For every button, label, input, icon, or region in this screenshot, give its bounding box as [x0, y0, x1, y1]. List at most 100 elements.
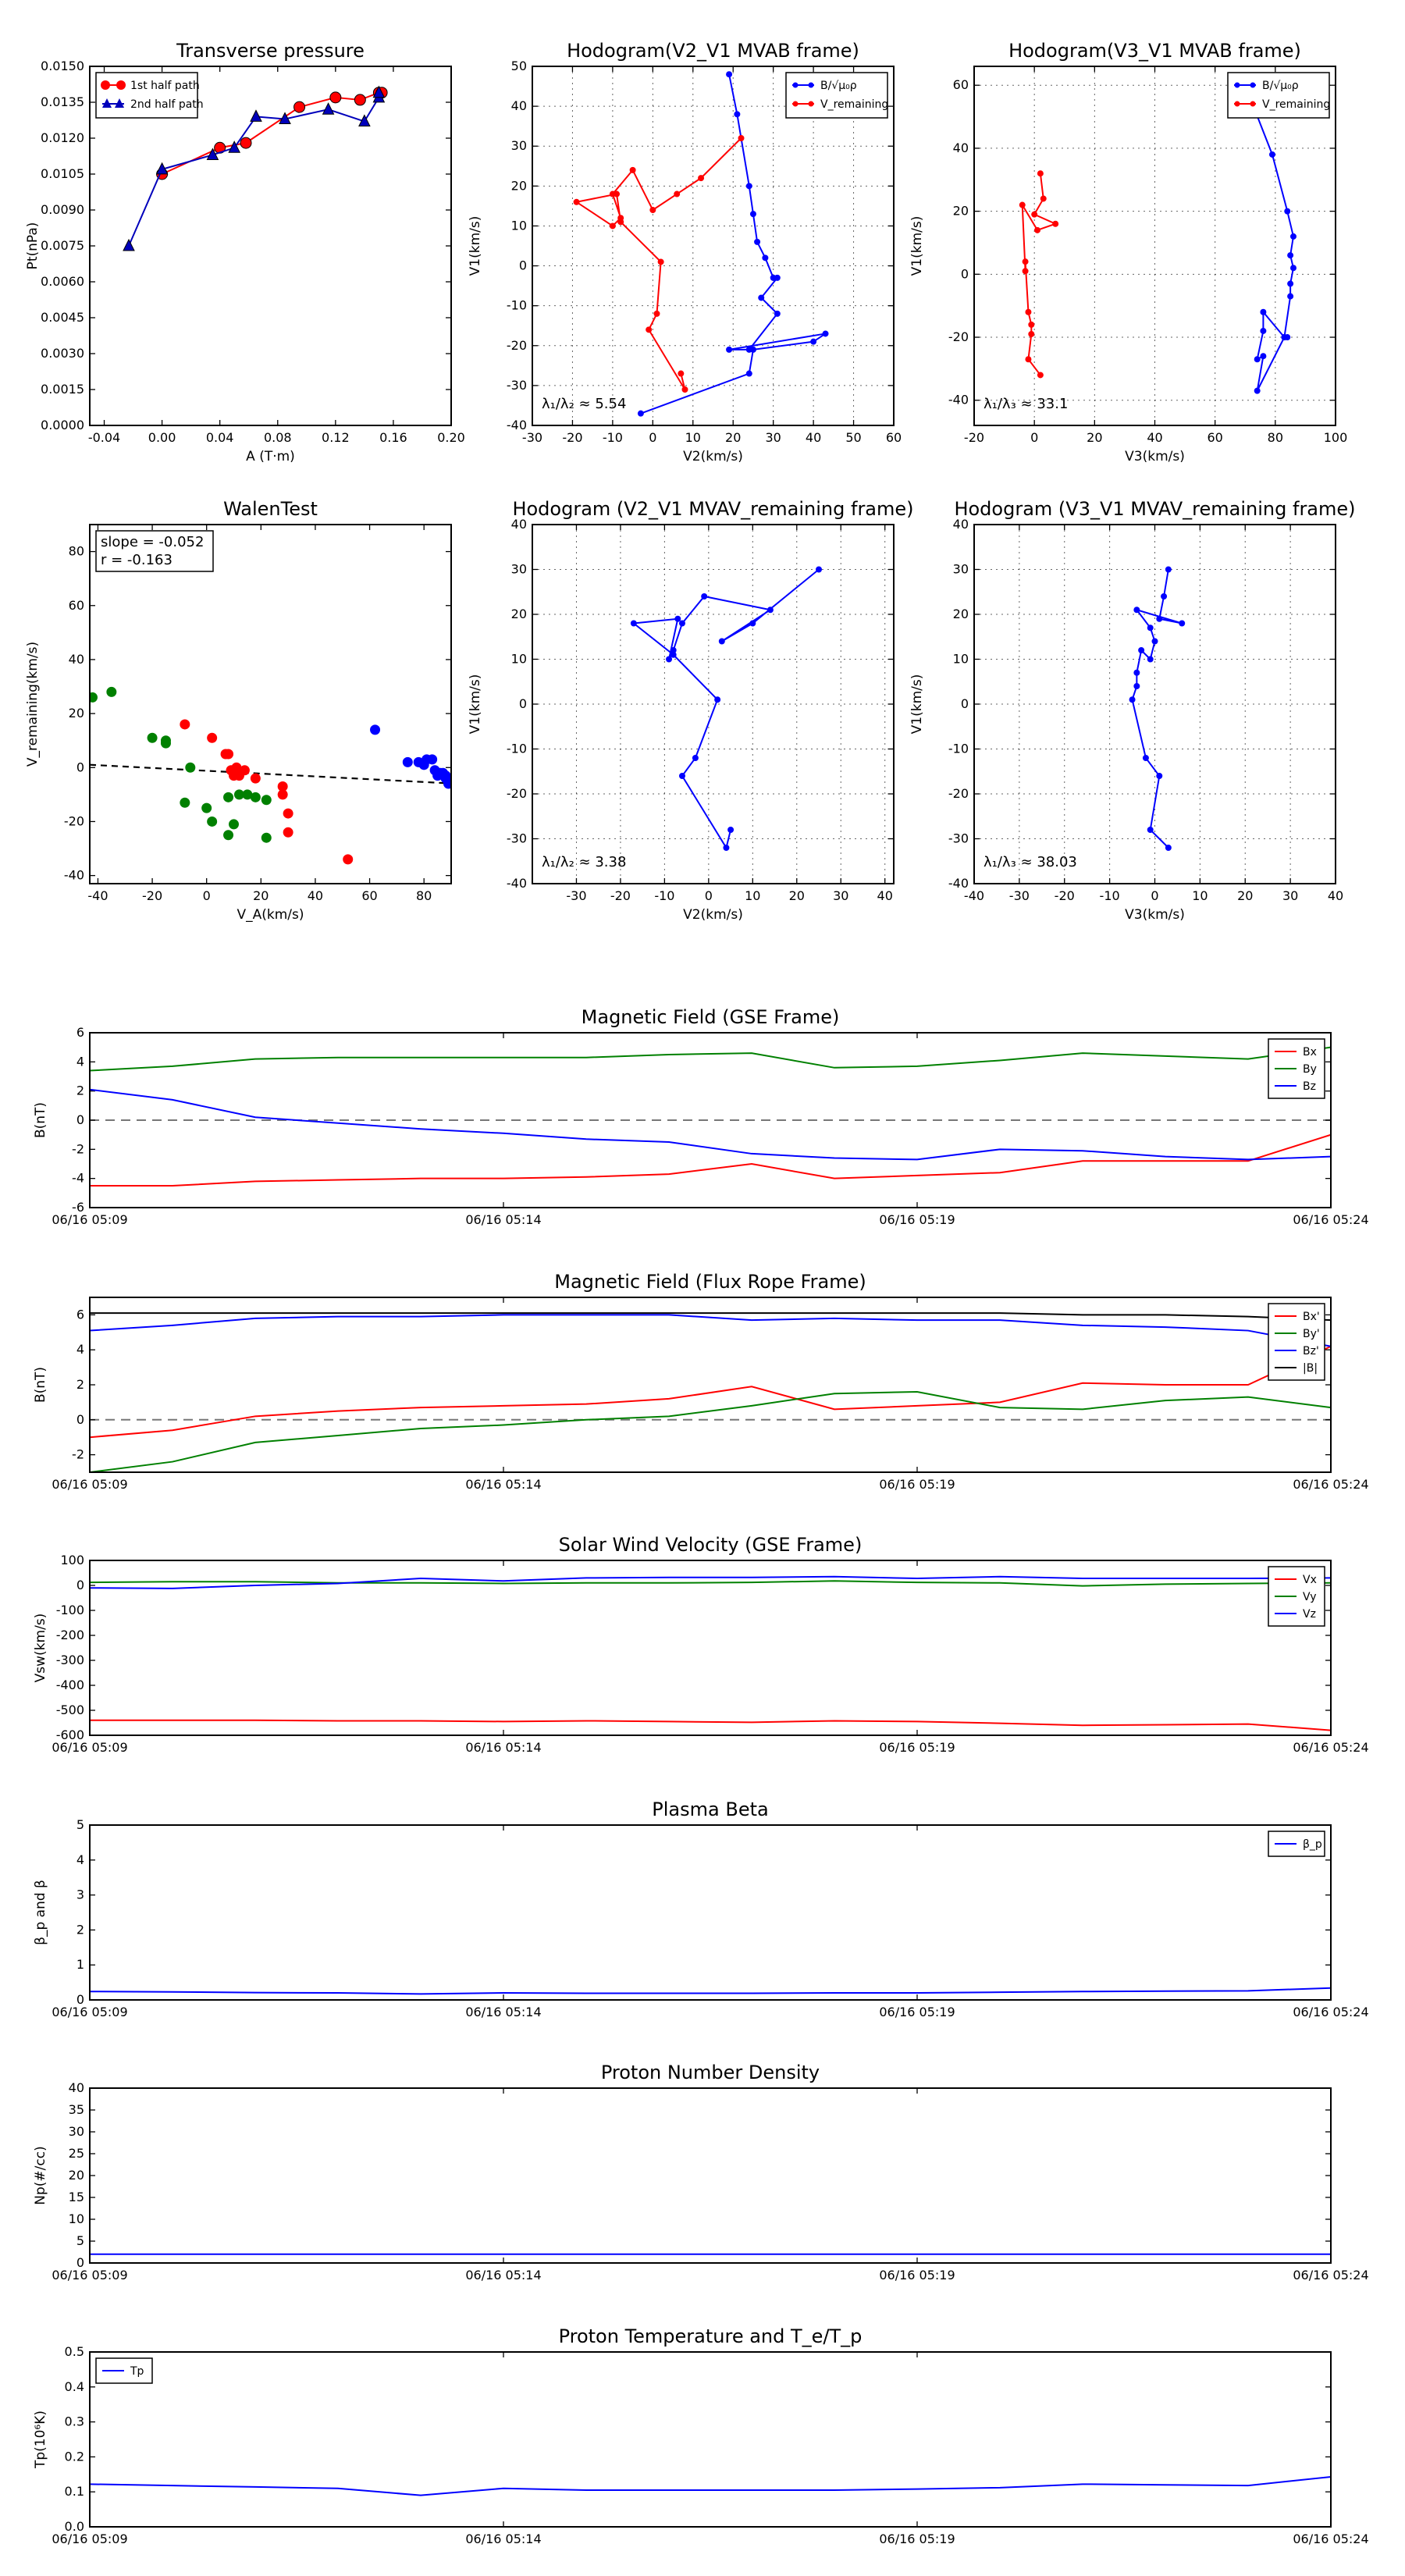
- ratio-annotation: λ₁/λ₃ ≈ 38.03: [984, 854, 1077, 870]
- legend-marker: [1234, 82, 1240, 88]
- y-tick-label: -40: [507, 418, 527, 432]
- legend-label: V_remaining: [820, 98, 888, 111]
- data-point: [343, 854, 354, 865]
- data-point: [1287, 293, 1294, 300]
- x-tick-label: -30: [566, 888, 586, 903]
- data-point: [372, 85, 386, 98]
- x-tick-label: 60: [361, 888, 377, 903]
- data-point: [816, 566, 823, 573]
- x-tick-label: 06/16 05:24: [1293, 2532, 1368, 2546]
- y-tick-label: -2: [72, 1141, 84, 1156]
- legend-marker: [808, 101, 814, 107]
- data-point: [185, 762, 196, 773]
- legend-box: [785, 72, 888, 119]
- data-point: [810, 338, 817, 345]
- x-axis-label: A (T·m): [246, 449, 295, 464]
- data-point: [1161, 593, 1168, 600]
- plot-area: [90, 1312, 1331, 1472]
- y-tick-label: 10: [511, 218, 527, 233]
- x-tick-label: 0.08: [264, 430, 292, 445]
- plot-frame: [89, 1032, 1332, 1208]
- legend-marker: [102, 98, 112, 108]
- y-axis-label: Np(#/cc): [33, 2146, 48, 2204]
- data-point: [1052, 220, 1059, 227]
- data-point: [637, 410, 644, 417]
- data-point: [283, 808, 293, 819]
- y-tick-label: 0.0075: [41, 238, 84, 253]
- data-point: [1019, 201, 1026, 208]
- data-point: [1287, 252, 1294, 259]
- data-point: [358, 114, 371, 127]
- x-tick-label: 0: [705, 888, 713, 903]
- data-point: [1138, 647, 1145, 653]
- x-tick-label: 06/16 05:14: [465, 1212, 541, 1227]
- chart-title: WalenTest: [223, 498, 318, 520]
- data-point: [726, 71, 733, 78]
- data-point: [774, 310, 781, 317]
- x-tick-label: 06/16 05:09: [52, 2268, 127, 2282]
- legend-marker: [808, 82, 814, 88]
- x-tick-label: 06/16 05:09: [52, 1212, 127, 1227]
- y-tick-label: 0.0060: [41, 274, 84, 289]
- y-tick-label: -30: [948, 831, 969, 846]
- plot-frame: [89, 1824, 1332, 2001]
- data-point: [1254, 356, 1261, 363]
- y-tick-label: 30: [511, 138, 527, 153]
- data-point: [1147, 656, 1154, 663]
- data-point: [261, 832, 272, 843]
- y-tick-label: 40: [953, 141, 969, 155]
- data-point: [1028, 321, 1035, 328]
- data-point: [723, 845, 730, 851]
- y-tick-label: 4: [76, 1054, 84, 1069]
- data-point: [228, 141, 241, 153]
- y-tick-label: 0.0: [65, 2519, 84, 2534]
- chart-tp_temp: Proton Temperature and T_e/T_p 06/16 05:0…: [33, 2325, 1369, 2546]
- chart-h3: Hodogram (V2_V1 MVAV_remaining frame) -30…: [468, 498, 914, 923]
- data-point: [653, 310, 660, 317]
- x-tick-label: 06/16 05:14: [465, 1477, 541, 1492]
- data-point: [681, 386, 688, 393]
- x-tick-label: 0.16: [379, 430, 407, 445]
- chart-vsw: Solar Wind Velocity (GSE Frame) 06/16 05:…: [33, 1534, 1369, 1755]
- y-tick-label: 0.1: [65, 2484, 84, 2499]
- y-tick-label: 30: [69, 2124, 84, 2139]
- data-point: [1037, 170, 1044, 177]
- data-point: [1129, 696, 1136, 703]
- data-point: [1022, 268, 1029, 275]
- data-point: [1025, 356, 1032, 363]
- data-point: [1284, 208, 1291, 215]
- data-point: [223, 792, 234, 802]
- data-point: [758, 294, 765, 301]
- x-tick-label: 60: [1207, 430, 1222, 445]
- y-tick-label: -400: [56, 1678, 84, 1692]
- y-tick-label: 4: [76, 1852, 84, 1867]
- data-point: [250, 792, 261, 802]
- data-point: [727, 827, 735, 833]
- chart-tp: Transverse pressure -0.04 0.00 0.04 0.08 0.12…: [25, 40, 465, 464]
- x-tick-label: -10: [654, 888, 674, 903]
- x-tick-label: 10: [1192, 888, 1208, 903]
- y-axis-label: V1(km/s): [468, 674, 483, 735]
- data-point: [206, 148, 219, 160]
- y-tick-label: -500: [56, 1703, 84, 1717]
- y-tick-label: -40: [507, 876, 527, 891]
- y-tick-label: 2: [76, 1377, 84, 1392]
- chart-beta: Plasma Beta 06/16 05:09 06/16 05:14 06/16 0…: [33, 1799, 1369, 2019]
- x-tick-label: 0.04: [206, 430, 234, 445]
- x-tick-label: 06/16 05:19: [879, 1740, 955, 1755]
- chart-title: Proton Temperature and T_e/T_p: [559, 2325, 863, 2347]
- data-point: [160, 738, 171, 749]
- x-tick-label: 80: [1268, 430, 1283, 445]
- y-tick-label: 0.0000: [41, 418, 84, 432]
- y-axis-label: B(nT): [33, 1367, 48, 1403]
- data-point: [749, 346, 756, 353]
- series-vx-line: [90, 1719, 1331, 1731]
- data-point: [147, 732, 158, 743]
- data-point: [614, 190, 621, 197]
- legend-label: β_p: [1303, 1838, 1322, 1851]
- y-tick-label: 4: [76, 1342, 84, 1357]
- x-tick-label: 06/16 05:24: [1293, 2005, 1368, 2019]
- x-tick-label: 40: [1328, 888, 1343, 903]
- chart-mag_fr: Magnetic Field (Flux Rope Frame) 06/16 05…: [33, 1271, 1369, 1492]
